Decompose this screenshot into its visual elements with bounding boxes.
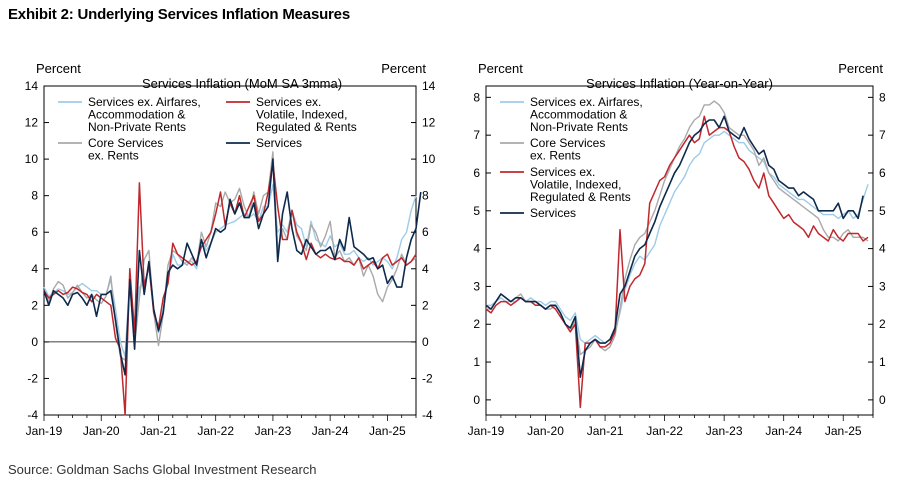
exhibit-title: Exhibit 2: Underlying Services Inflation… <box>8 6 350 23</box>
y-tick-label-left: 14 <box>25 79 39 93</box>
x-tick-label: Jan-25 <box>369 424 406 438</box>
series-line-4 <box>485 115 864 379</box>
y-axis-label-right: Percent <box>838 61 883 76</box>
y-tick-label-right: 4 <box>879 242 886 256</box>
y-tick-label-left: 5 <box>473 204 480 218</box>
x-tick-label: Jan-21 <box>140 424 177 438</box>
x-tick-label: Jan-20 <box>83 424 120 438</box>
y-tick-label-right: 6 <box>422 225 429 239</box>
x-tick-label: Jan-24 <box>312 424 349 438</box>
chart-title: Services Inflation (MoM SA 3mma) <box>142 76 342 91</box>
y-tick-label-right: 4 <box>422 262 429 276</box>
y-tick-label-right: 8 <box>879 90 886 104</box>
x-tick-label: Jan-24 <box>765 424 802 438</box>
y-tick-label-left: 1 <box>473 355 480 369</box>
legend-entry: Services <box>530 206 576 220</box>
x-tick-label: Jan-20 <box>527 424 564 438</box>
mom-chart: -4 -4 -2 -2 0 0 2 2 4 4 6 6 8 8 10 10 12 12 14 14 Jan-19 Jan-… <box>25 61 436 438</box>
y-tick-label-right: -2 <box>422 371 433 385</box>
y-tick-label-right: 10 <box>422 152 436 166</box>
legend-entry: Services ex. Volatile, Indexed, Regulated … <box>256 95 357 134</box>
y-tick-label-left: 3 <box>473 279 480 293</box>
y-tick-label-right: 1 <box>879 355 886 369</box>
y-tick-label-right: 12 <box>422 116 436 130</box>
y-tick-label-right: 0 <box>422 335 429 349</box>
legend-entry: Services ex. Airfares, Accommodation & Non… <box>530 95 643 134</box>
y-tick-label-left: 6 <box>473 166 480 180</box>
legend-entry: Core Services ex. Rents <box>88 136 163 163</box>
y-tick-label-right: 8 <box>422 189 429 203</box>
y-tick-label-right: 7 <box>879 128 886 142</box>
x-tick-label: Jan-23 <box>255 424 292 438</box>
legend-entry: Core Services ex. Rents <box>530 136 605 163</box>
x-tick-label: Jan-19 <box>468 424 505 438</box>
y-tick-label-right: -4 <box>422 408 433 422</box>
y-tick-label-left: 10 <box>25 152 39 166</box>
y-tick-label-left: 8 <box>473 90 480 104</box>
y-axis-label-right: Percent <box>381 61 426 76</box>
legend-entry: Services ex. Airfares, Accommodation & Non… <box>88 95 201 134</box>
y-tick-label-left: 0 <box>31 335 38 349</box>
series-line-1 <box>486 130 869 344</box>
y-tick-label-left: 7 <box>473 128 480 142</box>
y-tick-label-right: 0 <box>879 393 886 407</box>
series-line-2 <box>43 151 417 361</box>
y-tick-label-left: -2 <box>27 371 38 385</box>
legend-entry: Services ex. Volatile, Indexed, Regulated … <box>530 165 631 204</box>
x-tick-label: Jan-19 <box>26 424 63 438</box>
y-tick-label-left: 8 <box>31 189 38 203</box>
y-tick-label-right: 6 <box>879 166 886 180</box>
y-tick-label-left: 12 <box>25 116 39 130</box>
x-tick-label: Jan-22 <box>646 424 683 438</box>
yoy-chart: 0 0 1 1 2 2 3 3 4 4 5 5 6 6 7 7 8 8 Jan-19 Jan-20 Jan-21 Jan-… <box>468 61 886 438</box>
y-tick-label-right: 14 <box>422 79 436 93</box>
x-tick-label: Jan-23 <box>706 424 743 438</box>
y-axis-label-left: Percent <box>36 61 81 76</box>
legend-entry: Services <box>256 136 302 150</box>
y-tick-label-left: 2 <box>473 317 480 331</box>
x-tick-label: Jan-25 <box>825 424 862 438</box>
y-axis-label-left: Percent <box>478 61 523 76</box>
source-note: Source: Goldman Sachs Global Investment … <box>8 462 317 477</box>
y-tick-label-right: 2 <box>422 298 429 312</box>
y-tick-label-right: 5 <box>879 204 886 218</box>
y-tick-label-left: 4 <box>473 242 480 256</box>
x-tick-label: Jan-21 <box>587 424 624 438</box>
chart-title: Services Inflation (Year-on-Year) <box>586 76 773 91</box>
series-line-1 <box>43 183 417 358</box>
y-tick-label-right: 3 <box>879 279 886 293</box>
x-tick-label: Jan-22 <box>197 424 234 438</box>
series-line-4 <box>43 158 422 376</box>
y-tick-label-left: -4 <box>27 408 38 422</box>
y-tick-label-left: 4 <box>31 262 38 276</box>
series-line-2 <box>486 100 869 356</box>
y-tick-label-right: 2 <box>879 317 886 331</box>
y-tick-label-left: 6 <box>31 225 38 239</box>
y-tick-label-left: 2 <box>31 298 38 312</box>
y-tick-label-left: 0 <box>473 393 480 407</box>
